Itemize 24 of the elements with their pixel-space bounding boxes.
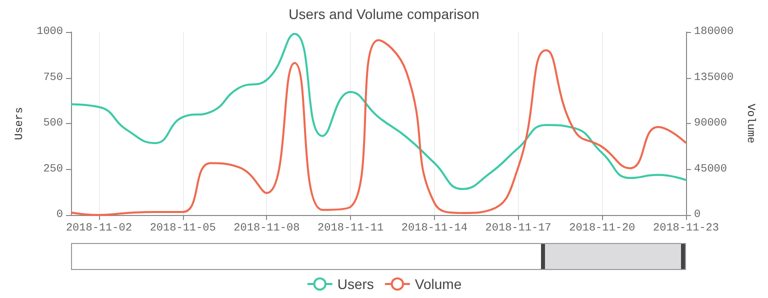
x-tick-label: 2018-11-11: [318, 222, 384, 234]
legend-label: Volume: [414, 276, 462, 292]
line-series: [70, 32, 687, 190]
x-tick-label: 2018-11-08: [234, 222, 300, 234]
legend-label: Users: [337, 276, 374, 292]
chart-title: Users and Volume comparison: [288, 6, 480, 22]
y2-tick-label: 135000: [694, 72, 734, 84]
y2-tick-label: 90000: [694, 118, 728, 130]
y-tick-label: 250: [43, 163, 63, 176]
y2-axis-title: Volume: [744, 104, 756, 144]
x-tick-label: 2018-11-23: [652, 222, 720, 234]
x-tick-label: 2018-11-02: [66, 222, 132, 234]
y2-tick-label: 45000: [694, 163, 728, 176]
x-tick-label: 2018-11-05: [150, 222, 216, 234]
x-tick-label: 2018-11-20: [569, 222, 636, 234]
y-tick-label: 750: [43, 72, 63, 84]
y-tick-label: 1000: [36, 26, 63, 38]
y-tick-label: 0: [56, 209, 63, 221]
y-tick-label: 500: [43, 118, 63, 130]
x-tick-label: 2018-11-17: [485, 222, 552, 234]
y-axis-title: Users: [14, 106, 26, 140]
y2-tick-label: 0: [694, 209, 701, 221]
y2-tick-label: 180000: [694, 26, 734, 38]
x-tick-label: 2018-11-14: [401, 222, 468, 234]
